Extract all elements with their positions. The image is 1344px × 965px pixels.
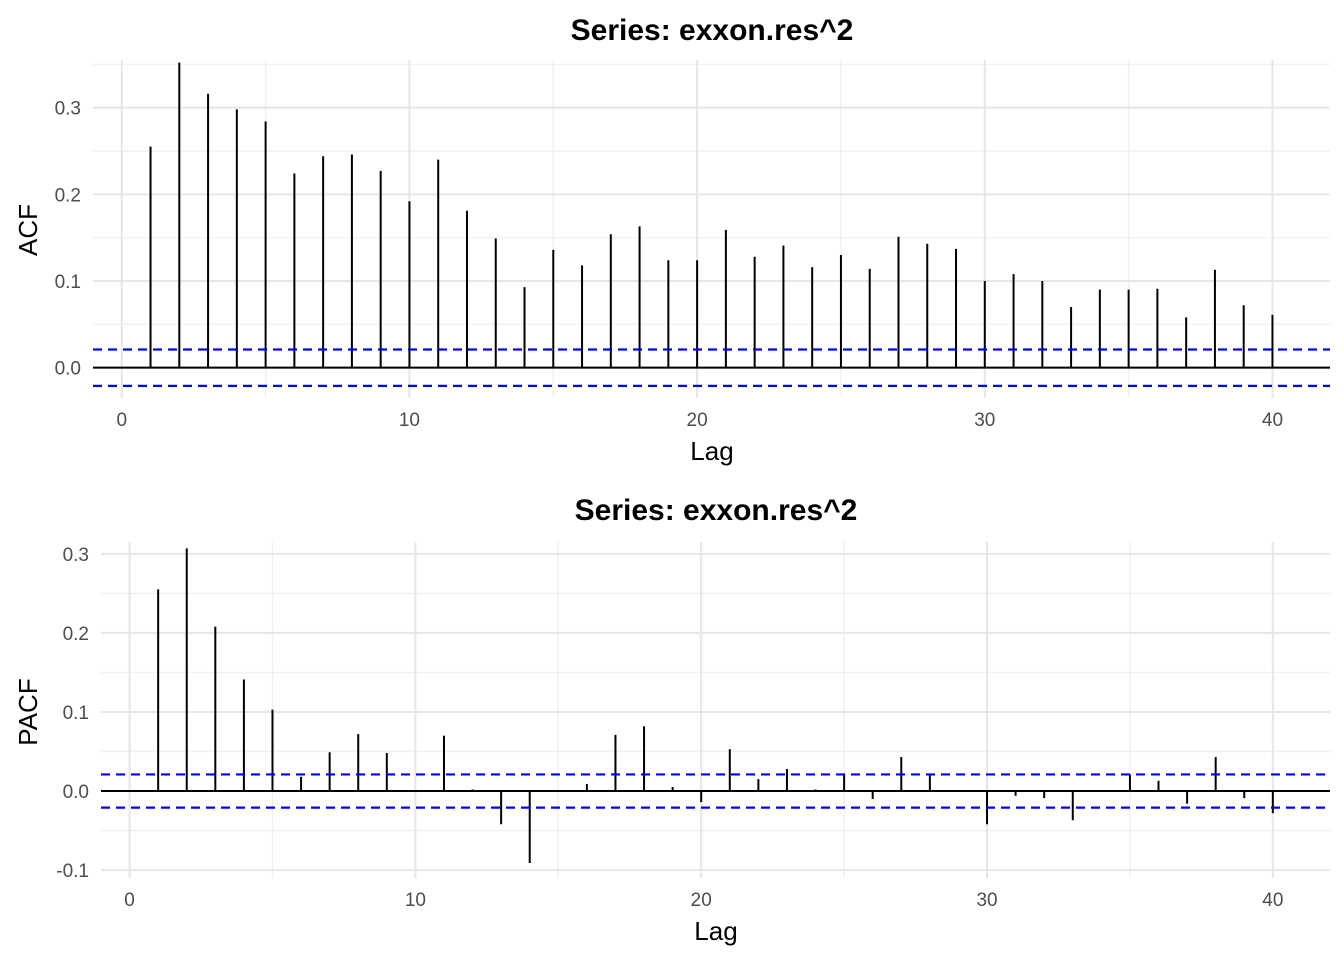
acf-panel: Series: exxon.res^2 Lag ACF 0 10 20 30 40 0.0… xyxy=(13,14,1330,466)
pacf-x-tick-label: 40 xyxy=(1262,890,1283,911)
pacf-y-tick-label: 0.3 xyxy=(63,545,89,566)
acf-x-tick-label: 0 xyxy=(116,410,127,431)
pacf-x-tick-label: 20 xyxy=(691,890,712,911)
acf-y-axis-title: ACF xyxy=(13,204,43,256)
acf-x-tick-label: 30 xyxy=(974,410,995,431)
pacf-x-axis-title: Lag xyxy=(694,916,737,946)
acf-y-tick-label: 0.1 xyxy=(55,272,81,293)
pacf-x-tick-label: 0 xyxy=(124,890,135,911)
pacf-panel: Series: exxon.res^2 Lag PACF 0 10 20 30 40 -0… xyxy=(13,494,1330,946)
acf-x-tick-label: 10 xyxy=(399,410,420,431)
acf-x-tick-label: 20 xyxy=(687,410,708,431)
acf-chart-title: Series: exxon.res^2 xyxy=(571,14,854,47)
pacf-x-tick-label: 30 xyxy=(976,890,997,911)
pacf-y-tick-label: 0.1 xyxy=(63,703,89,724)
pacf-y-tick-label: 0.2 xyxy=(63,624,89,645)
pacf-chart-title: Series: exxon.res^2 xyxy=(575,494,858,527)
acf-y-tick-label: 0.3 xyxy=(55,99,81,120)
pacf-y-tick-label: 0.0 xyxy=(63,782,89,803)
acf-x-tick-label: 40 xyxy=(1262,410,1283,431)
acf-x-axis-title: Lag xyxy=(690,436,733,466)
pacf-x-tick-label: 10 xyxy=(405,890,426,911)
acf-y-tick-label: 0.2 xyxy=(55,185,81,206)
pacf-y-axis-title: PACF xyxy=(13,678,43,745)
pacf-y-tick-label: -0.1 xyxy=(56,861,89,882)
acf-y-tick-label: 0.0 xyxy=(55,359,81,380)
